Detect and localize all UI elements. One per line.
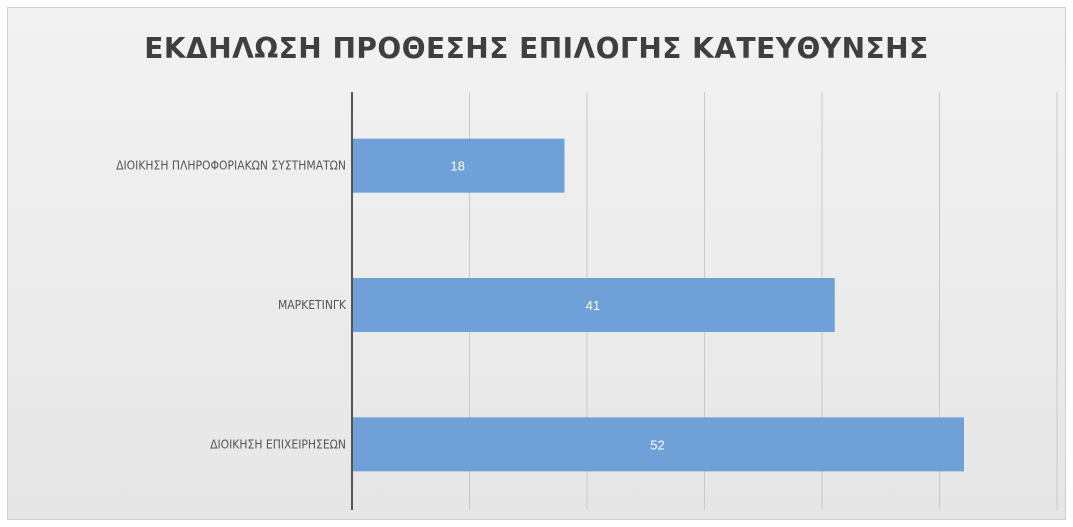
category-labels: ΔΙΟΙΚΗΣΗ ΠΛΗΡΟΦΟΡΙΑΚΩΝ ΣΥΣΤΗΜΑΤΩΝ ΜΑΡΚΕΤΙ… (116, 159, 347, 452)
category-label: ΜΑΡΚΕΤΙΝΓΚ (278, 298, 347, 312)
chart-title: ΕΚΔΗΛΩΣΗ ΠΡΟΘΕΣΗΣ ΕΠΙΛΟΓΗΣ ΚΑΤΕΥΘΥΝΣΗΣ (144, 32, 929, 65)
bar (353, 278, 835, 332)
value-label: 41 (586, 298, 600, 313)
bar (353, 417, 964, 472)
category-label: ΔΙΟΙΚΗΣΗ ΠΛΗΡΟΦΟΡΙΑΚΩΝ ΣΥΣΤΗΜΑΤΩΝ (116, 159, 346, 173)
value-label: 18 (451, 159, 465, 174)
value-label: 52 (650, 437, 664, 452)
bar (353, 138, 565, 193)
value-labels: 18 41 52 (451, 159, 665, 453)
bars (353, 138, 964, 472)
category-label: ΔΙΟΙΚΗΣΗ ΕΠΙΧΕΙΡΗΣΕΩΝ (210, 437, 346, 451)
